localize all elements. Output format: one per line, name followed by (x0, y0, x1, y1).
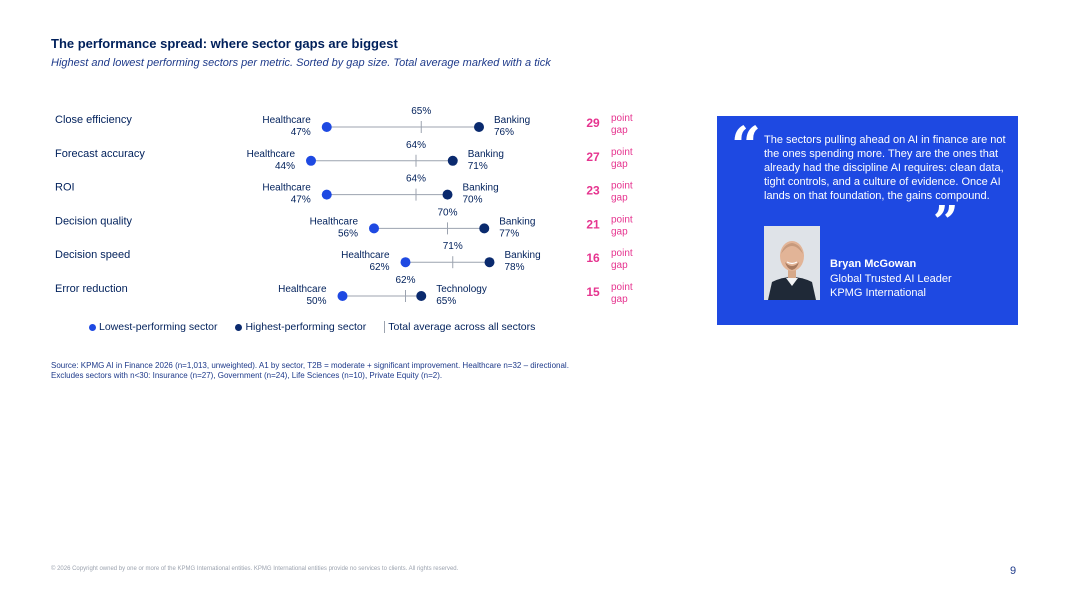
low-value-label: 50% (306, 296, 326, 307)
low-sector-label: Healthcare (310, 216, 359, 227)
average-label: 64% (406, 174, 426, 185)
low-sector-label: Healthcare (278, 284, 327, 295)
low-dot (306, 155, 316, 166)
source-line-1: Source: KPMG AI in Finance 2026 (n=1,013… (51, 361, 569, 370)
gap-unit-line1: point (611, 248, 633, 259)
legend-high: Highest-performing sector (235, 321, 366, 333)
high-dot (474, 122, 484, 132)
metric-label: Decision quality (55, 215, 133, 227)
average-label: 70% (437, 207, 457, 218)
average-label: 62% (395, 275, 415, 286)
legend-avg-tick (384, 321, 386, 333)
high-sector-label: Banking (499, 216, 535, 227)
legend-high-label: Highest-performing sector (245, 321, 367, 333)
open-quote-icon: “ (731, 116, 761, 177)
source-note: Source: KPMG AI in Finance 2026 (n=1,013… (51, 361, 651, 381)
gap-unit-line1: point (611, 147, 633, 158)
gap-unit-line2: gap (611, 226, 628, 237)
high-value-label: 71% (468, 161, 488, 172)
high-dot (442, 189, 453, 200)
gap-unit-line2: gap (611, 260, 628, 271)
low-dot (400, 257, 411, 268)
slide-subtitle: Highest and lowest performing sectors pe… (51, 57, 551, 69)
legend-low-dot (89, 323, 96, 331)
high-value-label: 78% (505, 262, 525, 273)
gap-value: 23 (586, 184, 600, 198)
person-name: Bryan McGowan (830, 258, 917, 270)
slide-title: The performance spread: where sector gap… (51, 36, 398, 51)
average-label: 71% (443, 241, 463, 252)
page-number: 9 (1010, 565, 1017, 577)
high-sector-label: Technology (436, 284, 487, 295)
low-value-label: 62% (369, 262, 389, 273)
gap-value: 16 (586, 251, 600, 265)
low-sector-label: Healthcare (247, 149, 296, 160)
legend-avg: Total average across all sectors (384, 321, 535, 333)
legend-low-label: Lowest-performing sector (99, 321, 218, 333)
low-sector-label: Healthcare (262, 183, 311, 194)
quote-text: The sectors pulling ahead on AI in finan… (764, 134, 1006, 202)
metric-label: Error reduction (55, 283, 128, 295)
gap-unit-line1: point (611, 181, 633, 192)
low-dot (321, 122, 332, 132)
gap-value: 27 (586, 150, 600, 164)
gap-value: 15 (586, 285, 600, 299)
low-dot (321, 189, 332, 200)
metric-label: Decision speed (55, 249, 130, 261)
high-value-label: 77% (499, 228, 519, 239)
average-label: 64% (406, 140, 426, 151)
gap-unit-line1: point (611, 282, 633, 293)
high-dot (447, 155, 458, 166)
low-sector-label: Healthcare (262, 115, 311, 126)
gap-unit-line1: point (611, 113, 633, 124)
gap-unit-line2: gap (611, 193, 628, 204)
legend-avg-label: Total average across all sectors (388, 321, 536, 333)
average-label: 65% (411, 106, 431, 117)
gap-value: 29 (586, 116, 600, 130)
legend-high-dot (235, 323, 243, 331)
high-value-label: 76% (494, 127, 514, 138)
quote-box: “ The sectors pulling ahead on AI in fin… (717, 116, 1018, 325)
high-sector-label: Banking (505, 250, 541, 261)
high-sector-label: Banking (463, 183, 499, 194)
copyright-notice: © 2026 Copyright owned by one or more of… (51, 566, 459, 572)
gap-unit-line2: gap (611, 125, 628, 136)
metric-label: Close efficiency (55, 114, 132, 126)
person-photo-illustration (764, 226, 820, 300)
source-line-2: Excludes sectors with n<30: Insurance (n… (51, 371, 443, 380)
gap-unit-line2: gap (611, 159, 628, 170)
high-sector-label: Banking (468, 149, 504, 160)
metric-label: ROI (55, 182, 75, 194)
person-org: KPMG International (830, 287, 926, 299)
person-role: Global Trusted AI Leader (830, 273, 952, 285)
high-value-label: 70% (463, 195, 483, 206)
high-dot (484, 257, 495, 268)
low-value-label: 56% (338, 228, 358, 239)
low-sector-label: Healthcare (341, 250, 390, 261)
high-dot (416, 291, 427, 301)
gap-unit-line2: gap (611, 294, 628, 305)
low-dot (369, 223, 379, 234)
low-value-label: 47% (291, 195, 311, 206)
close-quote-icon: ” (933, 197, 959, 248)
low-dot (337, 291, 348, 301)
gap-value: 21 (586, 217, 600, 231)
high-value-label: 65% (436, 296, 456, 307)
gap-unit-line1: point (611, 214, 633, 225)
high-sector-label: Banking (494, 115, 530, 126)
dumbbell-chart: Close efficiency65%Healthcare47%Banking7… (55, 106, 633, 307)
low-value-label: 44% (275, 161, 295, 172)
person-photo (764, 226, 820, 300)
low-value-label: 47% (291, 127, 311, 138)
legend-low: Lowest-performing sector (89, 321, 217, 333)
metric-label: Forecast accuracy (55, 148, 145, 160)
high-dot (479, 223, 490, 234)
chart-legend: Lowest-performing sector Highest-perform… (89, 321, 553, 333)
